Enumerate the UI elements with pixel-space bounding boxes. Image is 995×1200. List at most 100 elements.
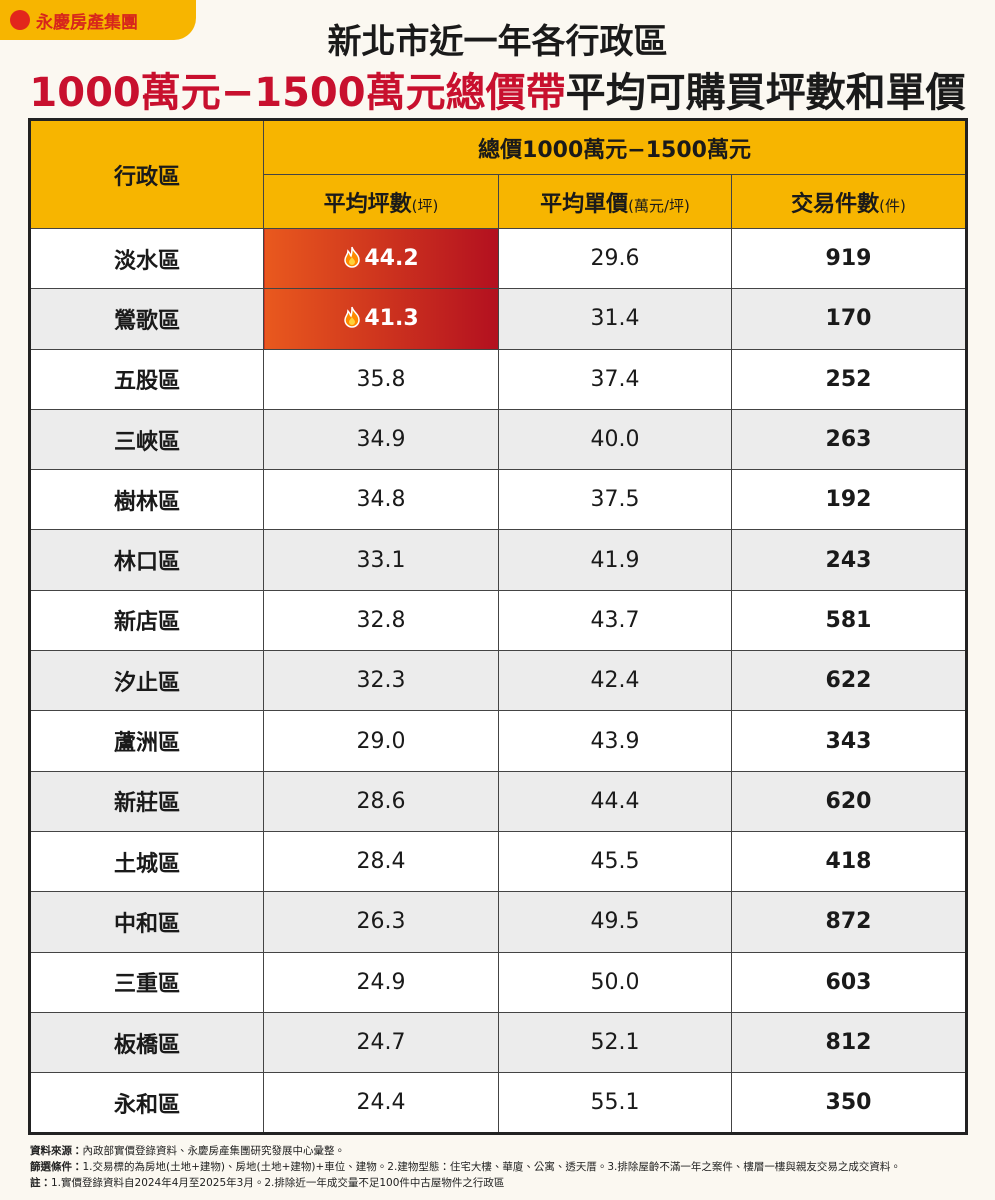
cell-text: 603 (825, 969, 872, 995)
table-row: 樹林區 34.8 37.5 192 (29, 469, 968, 531)
value-cell: 24.4 (263, 1072, 499, 1135)
cell-text: 32.3 (356, 668, 406, 694)
cell-text: 31.4 (590, 306, 640, 332)
cell-text: 34.9 (356, 427, 406, 453)
note-text: 1.實價登錄資料自2024年4月至2025年3月。2.排除近一年成交量不足100… (51, 1177, 505, 1189)
cell-text: 樹林區 (113, 489, 180, 515)
cell-text: 919 (825, 246, 872, 272)
value-cell: 34.9 (263, 408, 499, 471)
value-cell: 37.4 (498, 348, 732, 410)
cell-text: 243 (825, 547, 872, 573)
value-cell: 40.0 (498, 408, 732, 471)
column-name: 平均坪數 (323, 191, 412, 217)
value-cell: 43.7 (498, 589, 732, 652)
table-row: 蘆洲區 29.0 43.9 343 (29, 710, 968, 772)
cell-text: 淡水區 (113, 248, 180, 274)
value-cell: 49.5 (498, 891, 732, 953)
cell-text: 中和區 (113, 911, 180, 937)
value-cell: 52.1 (498, 1011, 732, 1074)
cell-text: 44.2 (364, 246, 419, 272)
district-cell: 永和區 (29, 1072, 264, 1135)
footnotes: 資料來源：內政部實價登錄資料、永慶房產集團研究發展中心彙整。 篩選條件：1.交易標… (30, 1143, 901, 1191)
cell-text: 581 (825, 607, 872, 633)
cell-text: 620 (825, 788, 872, 814)
value-cell: 28.6 (263, 770, 499, 832)
value-cell: 170 (730, 288, 968, 350)
table-row: 淡水區 44.2 29.6 919 (29, 227, 968, 290)
table-row: 三重區 24.9 50.0 603 (29, 951, 968, 1013)
value-cell: 28.4 (263, 830, 499, 893)
value-cell: 24.9 (263, 951, 499, 1013)
note-label: 篩選條件： (30, 1161, 83, 1173)
logo-mark (10, 10, 30, 30)
value-cell: 43.9 (498, 710, 732, 772)
value-cell: 581 (730, 589, 968, 652)
district-cell: 蘆洲區 (29, 710, 264, 772)
note-line: 註：1.實價登錄資料自2024年4月至2025年3月。2.排除近一年成交量不足1… (30, 1175, 901, 1191)
value-cell: 33.1 (263, 529, 499, 591)
column-header: 平均單價(萬元/坪) (498, 174, 732, 229)
district-cell: 鶯歌區 (29, 288, 264, 350)
value-cell: 50.0 (498, 951, 732, 1013)
cell-text: 49.5 (590, 909, 640, 935)
logo-text: 永慶房產集團 (36, 12, 138, 33)
value-cell: 42.4 (498, 650, 732, 712)
cell-text: 林口區 (113, 550, 180, 576)
district-cell: 林口區 (29, 529, 264, 591)
cell-text: 37.4 (590, 366, 640, 392)
cell-text: 29.0 (356, 728, 406, 754)
note-label: 資料來源： (30, 1145, 83, 1157)
value-cell: 55.1 (498, 1072, 732, 1135)
table-row: 土城區 28.4 45.5 418 (29, 830, 968, 893)
data-table: 行政區 總價1000萬元−1500萬元 平均坪數(坪) 平均單價(萬元/坪) 交易件數… (28, 118, 969, 1136)
value-cell: 41.9 (498, 529, 732, 591)
table-row: 中和區 26.3 49.5 872 (29, 891, 968, 953)
value-cell: 812 (730, 1011, 968, 1074)
cell-text: 鶯歌區 (113, 308, 180, 334)
cell-text: 37.5 (590, 487, 640, 513)
district-cell: 三重區 (29, 951, 264, 1013)
cell-text: 50.0 (590, 969, 640, 995)
value-cell: 41.3 (263, 288, 499, 350)
table-row: 汐止區 32.3 42.4 622 (29, 650, 968, 712)
column-name: 交易件數 (791, 191, 880, 217)
cell-text: 43.9 (590, 728, 640, 754)
cell-text: 28.4 (356, 849, 406, 875)
cell-text: 812 (825, 1030, 872, 1055)
cell-text: 新店區 (113, 610, 180, 636)
column-unit: (件) (879, 196, 906, 215)
subtitle-rest: 平均可購買坪數和單價 (565, 70, 966, 116)
value-cell: 29.0 (263, 710, 499, 772)
table-row: 新店區 32.8 43.7 581 (29, 589, 968, 652)
value-cell: 35.8 (263, 348, 499, 410)
value-cell: 919 (730, 227, 968, 290)
cell-text: 35.8 (356, 366, 406, 392)
fire-icon (344, 307, 361, 329)
value-cell: 26.3 (263, 891, 499, 953)
cell-text: 41.9 (590, 547, 640, 573)
value-cell: 603 (730, 951, 968, 1013)
subtitle: 1000萬元−1500萬元總價帶平均可購買坪數和單價 (0, 60, 995, 118)
cell-text: 32.8 (356, 607, 406, 633)
cell-text: 土城區 (113, 851, 180, 877)
district-cell: 五股區 (29, 348, 264, 410)
cell-text: 44.4 (590, 788, 640, 814)
value-cell: 243 (730, 529, 968, 591)
cell-text: 蘆洲區 (113, 731, 180, 757)
table-row: 五股區 35.8 37.4 252 (29, 348, 968, 410)
title: 新北市近一年各行政區 (327, 22, 668, 62)
value-cell: 620 (730, 770, 968, 832)
value-cell: 872 (730, 891, 968, 953)
cell-text: 350 (825, 1090, 872, 1116)
value-cell: 31.4 (498, 288, 732, 350)
note-line: 資料來源：內政部實價登錄資料、永慶房產集團研究發展中心彙整。 (30, 1143, 901, 1159)
note-text: 內政部實價登錄資料、永慶房產集團研究發展中心彙整。 (82, 1145, 346, 1157)
cell-text: 42.4 (590, 668, 640, 694)
cell-text: 622 (825, 668, 872, 694)
district-cell: 淡水區 (29, 227, 264, 290)
cell-text: 26.3 (356, 909, 406, 935)
value-cell: 37.5 (498, 469, 732, 531)
table-row: 永和區 24.4 55.1 350 (29, 1072, 968, 1135)
value-cell: 192 (730, 469, 968, 531)
